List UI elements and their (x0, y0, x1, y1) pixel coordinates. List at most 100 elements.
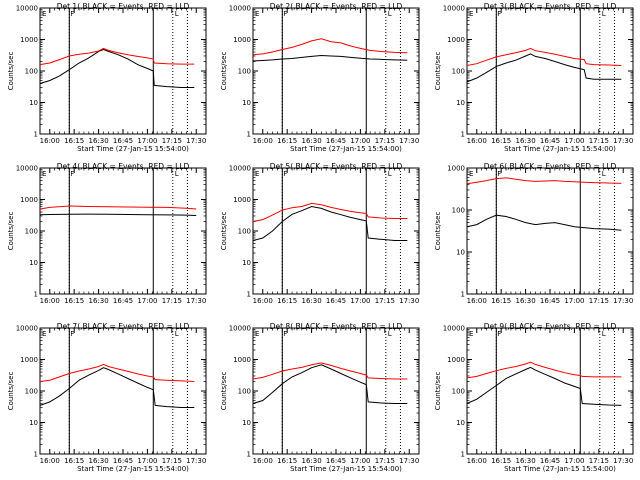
x-tick-label: 17:00 (350, 137, 370, 145)
x-tick-label: 16:45 (113, 297, 133, 305)
x-tick-label: 16:45 (540, 137, 560, 145)
x-tick-label: 16:30 (301, 137, 321, 145)
x-tick-label: 16:45 (326, 457, 346, 465)
x-tick-label: 17:00 (350, 457, 370, 465)
interval-marker-label: F (497, 330, 501, 338)
detector-panel: Det 5(,BLACK = Events, RED = LLD 1 10 100 10… (220, 162, 420, 305)
y-tick-label: 10 (29, 259, 38, 267)
lld-series-line (39, 363, 195, 382)
plot-frame (466, 7, 634, 135)
x-tick-label: 17:30 (613, 137, 633, 145)
y-tick-label: 10000 (16, 325, 38, 333)
events-series-line (252, 364, 408, 404)
lld-series-line (252, 362, 408, 380)
lld-series-line (39, 205, 197, 210)
chart-title: Det 9(,BLACK = Events, RED = LLD (484, 322, 617, 331)
y-tick-label: 10000 (229, 5, 251, 13)
interval-marker-label: L (602, 330, 606, 338)
detector-panel: Det 7(,BLACK = Events, RED = LLD 1 10 100 10… (7, 322, 207, 473)
x-tick-label: 16:45 (326, 137, 346, 145)
y-tick-label: 10000 (229, 165, 251, 173)
x-tick-label: 16:00 (253, 137, 273, 145)
chart-title: Det 6(,BLACK = Events, RED = LLD (484, 162, 617, 171)
interval-marker-label: F (283, 170, 287, 178)
y-axis-label: Counts/sec (434, 52, 442, 91)
x-tick-label: 16:15 (277, 457, 297, 465)
x-tick-label: 16:00 (467, 137, 487, 145)
x-tick-label: 17:00 (564, 297, 584, 305)
y-tick-label: 10000 (16, 5, 38, 13)
x-tick-label: 16:30 (515, 457, 535, 465)
x-tick-label: 16:15 (64, 137, 84, 145)
x-tick-label: 16:00 (253, 457, 273, 465)
y-tick-label: 1 (461, 291, 465, 299)
y-tick-label: 10 (456, 419, 465, 427)
y-tick-label: 1000 (447, 356, 465, 364)
plot-frame (39, 7, 207, 135)
detector-panel: Det 6(,BLACK = Events, RED = LLD 1 10 100 10… (434, 162, 634, 305)
plot-frame (466, 167, 634, 295)
x-tick-label: 17:30 (186, 297, 206, 305)
y-axis-label: Counts/sec (220, 212, 228, 251)
x-tick-label: 16:45 (540, 457, 560, 465)
y-tick-label: 1000 (233, 196, 251, 204)
y-tick-label: 10 (242, 259, 251, 267)
interval-marker-label: F (70, 10, 74, 18)
y-tick-label: 10 (242, 99, 251, 107)
events-series-line (39, 367, 195, 408)
x-tick-label: 16:00 (40, 137, 60, 145)
x-tick-label: 16:15 (491, 297, 511, 305)
y-tick-label: 100 (452, 388, 465, 396)
x-tick-label: 17:15 (589, 457, 609, 465)
y-tick-label: 1000 (447, 165, 465, 173)
y-axis-label: Counts/sec (7, 372, 15, 411)
plot-frame (252, 327, 420, 455)
interval-marker-label: E (469, 330, 473, 338)
x-tick-label: 17:15 (162, 137, 182, 145)
x-tick-label: 16:00 (467, 297, 487, 305)
y-tick-label: 1 (247, 131, 251, 139)
chart-title: Det 3(,BLACK = Events, RED = LLD (484, 2, 617, 11)
y-tick-label: 100 (452, 68, 465, 76)
x-tick-label: 17:00 (564, 457, 584, 465)
plot-frame (252, 7, 420, 135)
y-tick-label: 100 (238, 228, 251, 236)
chart-title: Det 4(,BLACK = Events, RED = LLD (57, 162, 190, 171)
x-tick-label: 17:30 (186, 137, 206, 145)
lld-series-line (466, 177, 622, 185)
y-tick-label: 1000 (233, 356, 251, 364)
detector-panel: Det 1(,BLACK = Events, RED = LLD 1 10 100 10… (7, 2, 207, 153)
y-tick-label: 1000 (233, 36, 251, 44)
y-tick-label: 10 (29, 419, 38, 427)
x-axis-label: Start Time (27-Jan-15 15:54:00) (77, 465, 189, 473)
y-tick-label: 1000 (20, 356, 38, 364)
chart-title: Det 5(,BLACK = Events, RED = LLD (270, 162, 403, 171)
y-tick-label: 10 (242, 419, 251, 427)
detector-panel: Det 2(,BLACK = Events, RED = LLD 1 10 100 10… (220, 2, 420, 153)
x-tick-label: 16:30 (88, 137, 108, 145)
x-tick-label: 17:15 (375, 297, 395, 305)
lld-series-line (252, 38, 408, 56)
detector-panel: Det 4(,BLACK = Events, RED = LLD 1 10 100 10… (7, 162, 207, 305)
y-axis-label: Counts/sec (220, 52, 228, 91)
y-tick-label: 1 (247, 451, 251, 459)
x-tick-label: 17:15 (375, 457, 395, 465)
y-tick-label: 10000 (16, 165, 38, 173)
x-tick-label: 16:15 (277, 297, 297, 305)
y-tick-label: 10000 (443, 5, 465, 13)
x-tick-label: 16:30 (301, 297, 321, 305)
x-tick-label: 17:30 (186, 457, 206, 465)
x-tick-label: 17:30 (613, 297, 633, 305)
y-tick-label: 1 (461, 131, 465, 139)
chart-title: Det 8(,BLACK = Events, RED = LLD (270, 322, 403, 331)
chart-title: Det 7(,BLACK = Events, RED = LLD (57, 322, 190, 331)
detector-panel: Det 9(,BLACK = Events, RED = LLD 1 10 100 10… (434, 322, 634, 473)
x-tick-label: 16:45 (540, 297, 560, 305)
y-tick-label: 10 (456, 99, 465, 107)
events-series-line (466, 53, 622, 83)
x-tick-label: 17:15 (162, 297, 182, 305)
interval-marker-label: F (283, 10, 287, 18)
interval-marker-label: L (388, 330, 392, 338)
interval-marker-label: F (283, 330, 287, 338)
lld-series-line (466, 361, 622, 379)
